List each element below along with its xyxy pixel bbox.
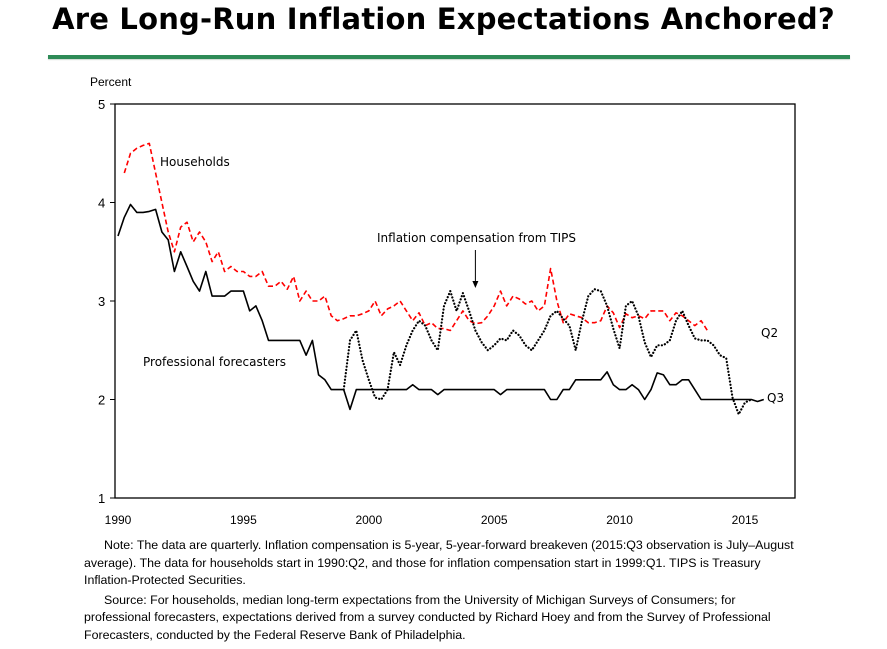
y-tick-label: 5 (98, 97, 105, 112)
y-tick-label: 2 (98, 393, 105, 408)
y-tick-label: 3 (98, 294, 105, 309)
y-tick-label: 1 (98, 491, 105, 506)
source-text: Source: For households, median long-term… (84, 592, 771, 642)
title-rule (48, 55, 850, 59)
q2-label: Q2 (761, 326, 778, 340)
y-tick-label: 4 (98, 196, 105, 211)
households-label: Households (160, 155, 230, 169)
tips-arrow (472, 250, 479, 288)
professional-forecasters-line (117, 203, 765, 411)
x-tick-label: 2015 (732, 513, 759, 527)
professional-forecasters-label: Professional forecasters (143, 355, 286, 369)
page-title: Are Long-Run Inflation Expectations Anch… (52, 2, 835, 36)
x-tick-label: 1990 (105, 513, 132, 527)
y-axis-label: Percent (90, 75, 132, 89)
arrow-head-icon (472, 281, 479, 288)
x-tick-label: 2000 (355, 513, 382, 527)
tips-line (342, 288, 753, 416)
tips-label: Inflation compensation from TIPS (377, 231, 576, 245)
households-line (123, 142, 709, 332)
note-text: Note: The data are quarterly. Inflation … (84, 538, 794, 588)
q3-label: Q3 (767, 391, 784, 405)
x-tick-label: 2010 (606, 513, 633, 527)
x-tick-label: 1995 (230, 513, 257, 527)
notes-block: Note: The data are quarterly. Inflation … (84, 537, 804, 647)
x-tick-label: 2005 (481, 513, 508, 527)
